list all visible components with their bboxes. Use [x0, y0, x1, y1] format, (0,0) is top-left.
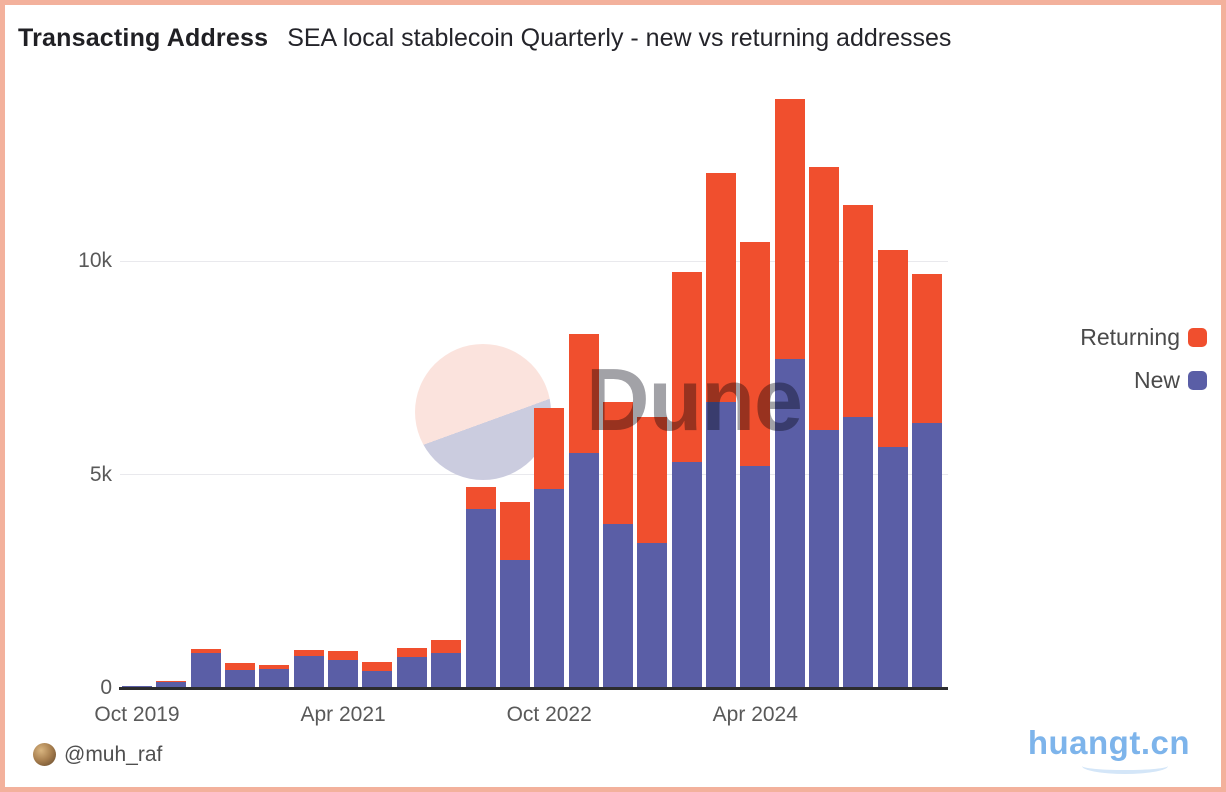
bar-segment-new — [156, 681, 187, 688]
bar-segment-returning — [705, 173, 736, 402]
bar-segment-returning — [877, 250, 908, 447]
bar-segment-new — [809, 429, 839, 688]
chart-title: Transacting Address — [18, 24, 269, 52]
bar-segment-returning — [499, 502, 530, 560]
bar-segment-returning — [637, 416, 668, 543]
x-axis-tick-label: Oct 2019 — [94, 703, 180, 726]
bar-segment-new — [362, 671, 393, 688]
gridline — [120, 260, 948, 262]
bar-segment-returning — [809, 167, 839, 430]
bar-segment-returning — [362, 661, 393, 672]
legend-swatch-icon — [1188, 328, 1207, 347]
bar-segment-new — [259, 668, 290, 688]
bar-segment-returning — [843, 205, 874, 417]
bar-segment-new — [465, 508, 496, 688]
chart-subtitle: SEA local stablecoin Quarterly - new vs … — [287, 24, 952, 52]
bar-segment-returning — [774, 98, 805, 360]
bar-segment-new — [774, 359, 805, 688]
legend-item-new[interactable]: New — [1134, 367, 1207, 394]
bar-segment-returning — [465, 487, 496, 509]
x-axis-tick-label: Oct 2022 — [506, 703, 592, 726]
bar-segment-new — [190, 652, 221, 688]
y-axis-tick-label: 10k — [78, 249, 112, 272]
bar-segment-returning — [190, 649, 221, 653]
brand-logo[interactable]: huangt.cn — [1027, 724, 1190, 761]
bar-segment-returning — [259, 665, 290, 669]
legend-label: New — [1133, 367, 1180, 393]
bar-segment-returning — [671, 271, 702, 462]
y-axis-tick-label: 0 — [100, 676, 112, 699]
brand-logo-swoosh-icon — [1082, 758, 1168, 774]
author-avatar-dog-icon[interactable] — [33, 743, 56, 766]
bar-segment-returning — [225, 662, 256, 670]
bar-segment-returning — [396, 648, 427, 657]
bar-segment-new — [293, 656, 324, 688]
author-handle[interactable]: @muh_raf — [64, 743, 163, 766]
bar-segment-new — [431, 652, 462, 688]
x-axis-line — [119, 687, 948, 690]
y-axis-tick-label: 5k — [89, 462, 112, 486]
bar-segment-returning — [912, 273, 943, 424]
bar-segment-returning — [568, 333, 599, 454]
bar-segment-new — [877, 446, 908, 688]
x-axis-tick-label: Apr 2021 — [300, 703, 386, 726]
bar-segment-new — [705, 401, 736, 688]
dune-watermark: Dune — [586, 350, 803, 449]
bar-segment-returning — [293, 650, 324, 657]
bar-segment-new — [499, 559, 530, 688]
bar-segment-returning — [602, 401, 633, 524]
bar-segment-new — [328, 660, 359, 688]
bar-segment-new — [602, 523, 633, 688]
bar-segment-returning — [534, 408, 565, 490]
bar-segment-returning — [431, 639, 462, 653]
bar-segment-new — [396, 656, 427, 688]
bar-segment-new — [843, 416, 874, 688]
bar-segment-returning — [328, 651, 359, 661]
bar-segment-new — [568, 453, 599, 688]
bar-segment-new — [740, 465, 771, 688]
bar-segment-new — [671, 461, 702, 688]
legend-label: Returning — [1080, 324, 1180, 350]
chart-header: Transacting Address SEA local stablecoin… — [18, 24, 951, 53]
dune-logo-circle-icon — [415, 344, 551, 480]
legend: Returning New — [1080, 324, 1207, 394]
x-axis-tick-label: Apr 2024 — [712, 703, 798, 726]
legend-item-returning[interactable]: Returning — [1080, 324, 1207, 351]
bar-segment-new — [534, 489, 565, 688]
bar-segment-new — [912, 423, 943, 688]
gridline — [120, 474, 948, 475]
bar-segment-new — [637, 542, 668, 688]
bar-segment-returning — [740, 241, 771, 466]
bar-segment-new — [225, 669, 256, 688]
legend-swatch-icon — [1188, 371, 1207, 390]
